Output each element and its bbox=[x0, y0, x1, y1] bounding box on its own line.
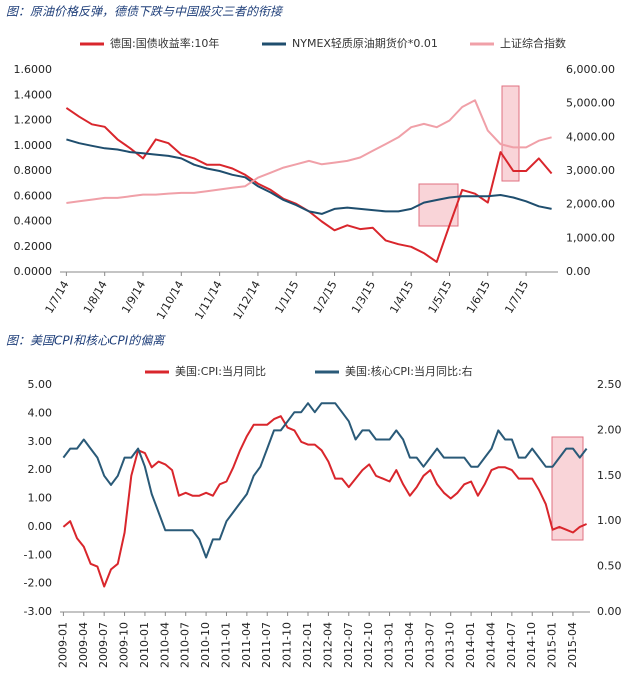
x-tick-label: 2009-04 bbox=[77, 622, 90, 668]
y-tick-label: 1.0000 bbox=[14, 139, 53, 152]
x-tick-label: 2014-04 bbox=[484, 622, 497, 668]
y-tick-label: 1.2000 bbox=[14, 114, 53, 127]
x-tick-label: 2012-10 bbox=[362, 622, 375, 668]
x-tick-label: 2014-01 bbox=[464, 622, 477, 668]
x-tick-label: 2013-07 bbox=[423, 622, 436, 668]
y-tick-label: 5.00 bbox=[28, 378, 53, 391]
y2-tick-label: 1.50 bbox=[597, 469, 622, 482]
x-tick-label: 1/8/14 bbox=[81, 278, 110, 315]
y-tick-label: 1.6000 bbox=[14, 63, 53, 76]
x-tick-label: 1/3/15 bbox=[349, 278, 378, 315]
y2-tick-label: 0.50 bbox=[597, 560, 622, 573]
y-tick-label: 3.00 bbox=[28, 435, 53, 448]
y2-tick-label: 1.00 bbox=[597, 514, 622, 527]
y2-tick-label: 2.00 bbox=[597, 423, 622, 436]
legend-label: 德国:国债收益率:10年 bbox=[110, 36, 219, 50]
x-tick-label: 2010-07 bbox=[179, 622, 192, 668]
x-tick-label: 2012-07 bbox=[342, 622, 355, 668]
x-tick-label: 2010-04 bbox=[158, 622, 171, 668]
y2-tick-label: 5,000.00 bbox=[566, 97, 615, 110]
legend-label: 美国:CPI:当月同比 bbox=[175, 364, 266, 378]
series-line bbox=[62, 415, 587, 588]
x-tick-label: 1/7/14 bbox=[43, 278, 72, 315]
x-tick-label: 2011-04 bbox=[240, 622, 253, 668]
y-tick-label: 0.0000 bbox=[14, 265, 53, 278]
x-tick-label: 1/11/14 bbox=[192, 279, 224, 322]
y-tick-label: 4.00 bbox=[28, 406, 53, 419]
x-tick-label: 1/1/15 bbox=[272, 278, 301, 315]
y-tick-label: 0.8000 bbox=[14, 164, 53, 177]
x-tick-label: 2012-04 bbox=[321, 622, 334, 668]
y2-tick-label: 0.00 bbox=[566, 265, 591, 278]
x-tick-label: 2015-01 bbox=[546, 622, 559, 668]
legend-label: NYMEX轻质原油期货价*0.01 bbox=[292, 36, 438, 50]
x-tick-label: 2013-10 bbox=[444, 622, 457, 668]
x-tick-label: 2011-10 bbox=[281, 622, 294, 668]
y2-tick-label: 6,000.00 bbox=[566, 63, 615, 76]
chart-title: 图：美国CPI和核心CPI的偏离 bbox=[6, 334, 166, 348]
legend-label: 上证综合指数 bbox=[500, 36, 566, 50]
y-tick-label: -3.00 bbox=[24, 605, 52, 618]
y-tick-label: -1.00 bbox=[24, 548, 52, 561]
x-tick-label: 2011-07 bbox=[260, 622, 273, 668]
x-tick-label: 2009-10 bbox=[118, 622, 131, 668]
y-tick-label: 2.00 bbox=[28, 463, 53, 476]
x-tick-label: 2009-01 bbox=[56, 622, 69, 668]
y2-tick-label: 1,000.00 bbox=[566, 231, 615, 244]
y-tick-label: 0.00 bbox=[28, 520, 53, 533]
x-tick-label: 1/10/14 bbox=[154, 279, 186, 322]
series-line bbox=[62, 402, 588, 559]
x-tick-label: 1/2/15 bbox=[311, 278, 340, 315]
y-tick-label: 0.4000 bbox=[14, 215, 53, 228]
x-tick-label: 2014-10 bbox=[525, 622, 538, 668]
x-tick-label: 2009-07 bbox=[97, 622, 110, 668]
series-line bbox=[66, 138, 552, 215]
y-tick-label: -2.00 bbox=[24, 577, 52, 590]
x-tick-label: 2010-10 bbox=[199, 622, 212, 668]
x-tick-label: 2013-04 bbox=[403, 622, 416, 668]
highlight-box bbox=[551, 436, 584, 541]
y2-tick-label: 0.00 bbox=[597, 605, 622, 618]
x-tick-label: 2014-07 bbox=[505, 622, 518, 668]
chart-title: 图：原油价格反弹，德债下跌与中国股灾三者的衔接 bbox=[6, 5, 284, 19]
y2-tick-label: 3,000.00 bbox=[566, 164, 615, 177]
y-tick-label: 0.6000 bbox=[14, 189, 53, 202]
x-tick-label: 2011-01 bbox=[219, 622, 232, 668]
x-tick-label: 1/7/15 bbox=[502, 278, 531, 315]
highlight-box bbox=[501, 85, 520, 182]
y2-tick-label: 4,000.00 bbox=[566, 130, 615, 143]
series-line bbox=[66, 99, 552, 204]
x-tick-label: 2012-01 bbox=[301, 622, 314, 668]
x-tick-label: 2015-04 bbox=[566, 622, 579, 668]
y-tick-label: 1.00 bbox=[28, 492, 53, 505]
y2-tick-label: 2.50 bbox=[597, 378, 622, 391]
x-tick-label: 2013-01 bbox=[383, 622, 396, 668]
x-tick-label: 2010-01 bbox=[138, 622, 151, 668]
legend-label: 美国:核心CPI:当月同比:右 bbox=[345, 364, 473, 378]
x-tick-label: 1/5/15 bbox=[426, 278, 455, 315]
x-tick-label: 1/4/15 bbox=[387, 278, 416, 315]
y-tick-label: 1.4000 bbox=[14, 88, 53, 101]
x-tick-label: 1/12/14 bbox=[231, 279, 263, 322]
series-line bbox=[65, 107, 553, 263]
y2-tick-label: 2,000.00 bbox=[566, 198, 615, 211]
x-tick-label: 1/6/15 bbox=[464, 278, 493, 315]
x-tick-label: 1/9/14 bbox=[119, 278, 148, 315]
y-tick-label: 0.2000 bbox=[14, 240, 53, 253]
